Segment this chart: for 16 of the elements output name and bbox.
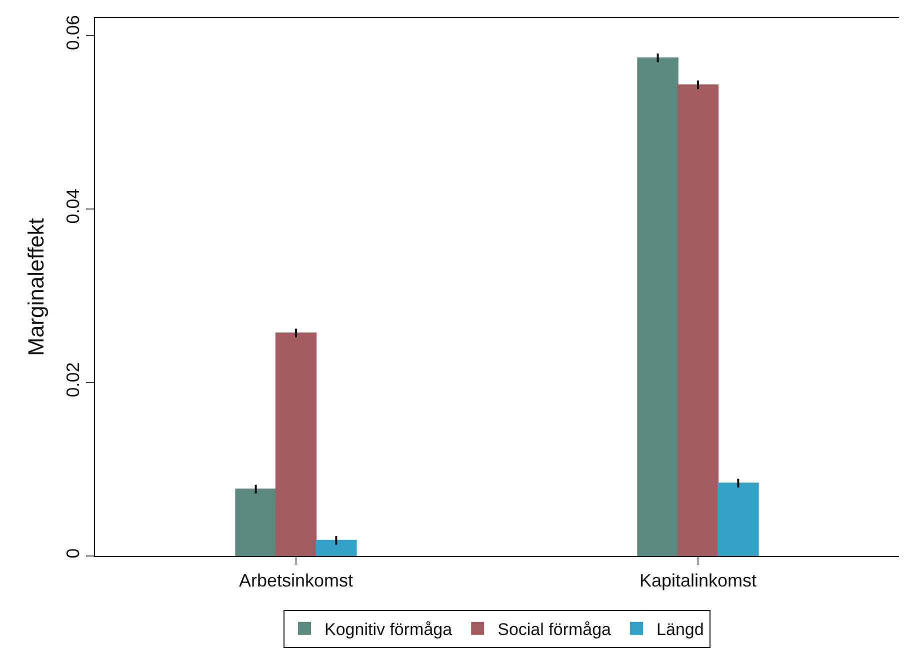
bar — [235, 488, 276, 556]
legend-label: Social förmåga — [498, 620, 612, 639]
bar — [637, 57, 678, 556]
y-tick-label: 0.02 — [62, 362, 83, 398]
y-tick-label: 0.06 — [62, 15, 83, 50]
bar — [316, 540, 357, 556]
legend-label: Längd — [656, 620, 704, 639]
bar — [275, 332, 317, 556]
x-tick-label: Kapitalinkomst — [639, 570, 757, 591]
legend-label: Kognitiv förmåga — [324, 620, 453, 639]
x-tick-label: Arbetsinkomst — [238, 570, 354, 591]
bar — [718, 482, 759, 556]
bar — [677, 84, 719, 556]
y-axis-title: Marginaleffekt — [24, 218, 49, 356]
y-tick-label: 0 — [62, 548, 83, 558]
y-tick-label: 0.04 — [62, 188, 83, 224]
